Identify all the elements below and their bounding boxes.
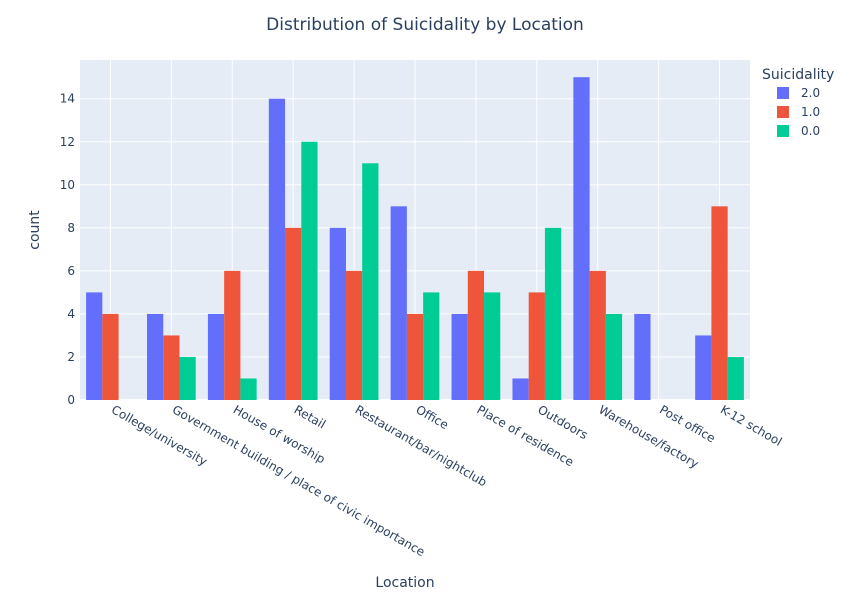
bar-2-0-8[interactable] <box>573 77 590 401</box>
bar-0-0-2[interactable] <box>240 378 257 400</box>
legend-title: Suicidality <box>762 67 834 83</box>
x-axis-title: Location <box>375 575 434 591</box>
y-tick-label: 8 <box>67 221 75 235</box>
bar-2-0-0[interactable] <box>86 292 103 400</box>
y-axis-ticks: 0 2 4 6 8 10 12 14 <box>60 92 75 407</box>
bar-2-0-2[interactable] <box>207 313 225 400</box>
bar-1-0-0[interactable] <box>102 313 119 400</box>
x-tick-label: Outdoors <box>535 402 590 442</box>
x-tick-label: Office <box>414 402 451 432</box>
x-tick-label: Warehouse/factory <box>596 402 701 471</box>
y-tick-label: 14 <box>60 92 75 106</box>
bar-2-0-9[interactable] <box>634 313 651 400</box>
bars[interactable] <box>86 77 744 401</box>
bar-0-0-1[interactable] <box>179 356 196 400</box>
bar-0-0-5[interactable] <box>423 292 440 400</box>
legend-item-label[interactable]: 1.0 <box>801 105 820 119</box>
bar-1-0-1[interactable] <box>163 335 180 400</box>
bar-0-0-4[interactable] <box>362 163 379 400</box>
bar-2-0-1[interactable] <box>147 313 164 400</box>
x-tick-label: K-12 school <box>718 402 784 448</box>
bar-2-0-6[interactable] <box>451 313 468 400</box>
y-tick-label: 2 <box>67 350 75 364</box>
y-tick-label: 4 <box>67 307 75 321</box>
bar-2-0-4[interactable] <box>329 227 346 400</box>
bar-2-0-10[interactable] <box>695 335 712 400</box>
bar-1-0-2[interactable] <box>224 270 241 400</box>
y-tick-label: 6 <box>67 264 75 278</box>
bar-1-0-3[interactable] <box>285 227 302 400</box>
bar-1-0-8[interactable] <box>589 270 606 400</box>
legend-item-label[interactable]: 2.0 <box>801 86 820 100</box>
bar-0-0-8[interactable] <box>605 313 623 400</box>
bar-2-0-3[interactable] <box>268 98 286 400</box>
legend-swatch[interactable] <box>777 125 789 137</box>
bar-0-0-6[interactable] <box>484 292 501 400</box>
bar-1-0-4[interactable] <box>345 270 363 400</box>
bar-0-0-10[interactable] <box>727 356 744 400</box>
legend-swatch[interactable] <box>777 106 789 118</box>
y-tick-label: 0 <box>67 393 75 407</box>
x-tick-label: Retail <box>292 402 328 431</box>
bar-0-0-3[interactable] <box>301 141 318 400</box>
y-tick-label: 10 <box>60 178 75 192</box>
y-tick-label: 12 <box>60 135 75 149</box>
bar-1-0-10[interactable] <box>711 206 728 400</box>
legend-swatch[interactable] <box>777 87 789 99</box>
bar-2-0-5[interactable] <box>390 206 407 400</box>
bar-1-0-5[interactable] <box>406 313 424 400</box>
bar-1-0-6[interactable] <box>467 270 485 400</box>
bar-0-0-7[interactable] <box>544 227 562 400</box>
y-axis-title: count <box>27 210 43 250</box>
legend[interactable]: Suicidality 2.0 1.0 0.0 <box>762 67 834 138</box>
legend-item-label[interactable]: 0.0 <box>801 124 820 138</box>
chart-title: Distribution of Suicidality by Location <box>266 15 584 35</box>
bar-2-0-7[interactable] <box>512 378 529 400</box>
bar-1-0-7[interactable] <box>528 292 545 400</box>
